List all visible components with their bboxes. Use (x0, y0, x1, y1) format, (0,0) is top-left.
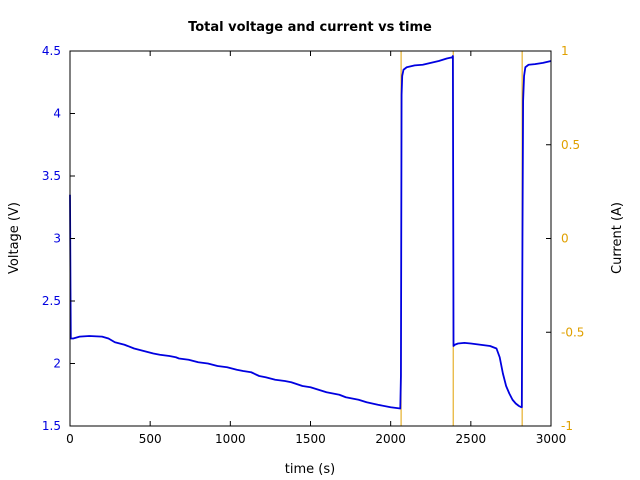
y-right-tick-label: 1 (561, 44, 569, 58)
y-left-tick-label: 3.5 (42, 169, 61, 183)
y-right-tick-label: -0.5 (561, 325, 584, 339)
y-right-axis-label: Current (A) (610, 202, 625, 274)
y-left-axis-ticks: 1.5 2 2.5 3 3.5 4 4.5 (42, 44, 75, 433)
y-right-tick-label: 0.5 (561, 138, 580, 152)
x-axis-ticks: 0 500 1000 1500 2000 2500 3000 (66, 51, 566, 446)
y-right-tick-label: -1 (561, 419, 573, 433)
y-left-tick-label: 2.5 (42, 294, 61, 308)
plot-frame (69, 50, 552, 427)
y-left-tick-label: 3 (53, 232, 61, 246)
voltage-series-group (69, 55, 552, 410)
y-left-axis-label: Voltage (V) (7, 202, 22, 274)
voltage-series-line (69, 55, 552, 410)
x-tick-label: 2000 (375, 432, 406, 446)
x-tick-label: 2500 (456, 432, 487, 446)
x-tick-label: 1000 (215, 432, 246, 446)
chart-title: Total voltage and current vs time (188, 20, 432, 35)
current-vertical-lines (400, 51, 523, 426)
x-tick-label: 0 (66, 432, 74, 446)
y-right-tick-label: 0 (561, 232, 569, 246)
y-right-axis-ticks: -1 -0.5 0 0.5 1 (546, 44, 584, 433)
x-tick-label: 3000 (536, 432, 567, 446)
x-axis-label: time (s) (285, 462, 335, 477)
y-left-tick-label: 2 (53, 357, 61, 371)
y-left-tick-label: 1.5 (42, 419, 61, 433)
x-tick-label: 1500 (295, 432, 326, 446)
y-left-tick-label: 4.5 (42, 44, 61, 58)
y-left-tick-label: 4 (53, 107, 61, 121)
x-tick-label: 500 (139, 432, 162, 446)
